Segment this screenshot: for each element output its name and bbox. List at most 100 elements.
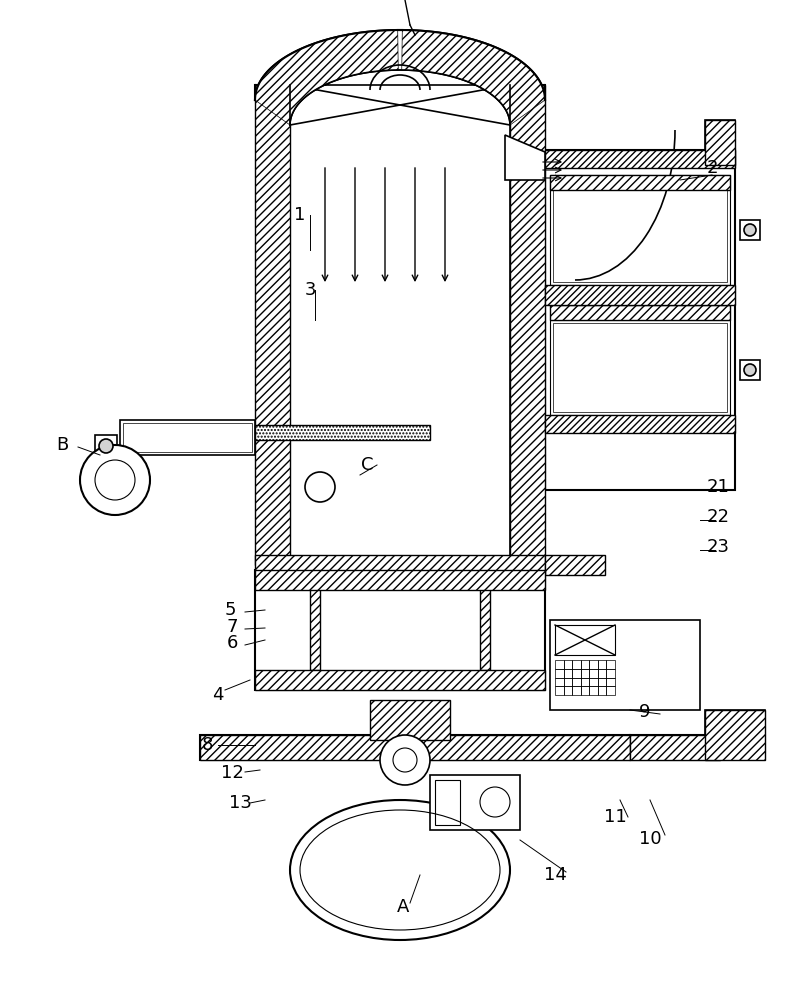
- Text: 13: 13: [228, 794, 252, 812]
- Bar: [589, 660, 598, 669]
- Bar: [510, 85, 545, 565]
- Bar: [310, 575, 350, 670]
- Bar: [290, 85, 510, 565]
- Text: A: A: [397, 898, 409, 916]
- Bar: [255, 85, 290, 565]
- Bar: [563, 686, 572, 695]
- Bar: [555, 678, 563, 686]
- Bar: [545, 415, 735, 433]
- Bar: [598, 686, 606, 695]
- Polygon shape: [402, 30, 545, 125]
- Bar: [550, 320, 730, 415]
- Bar: [598, 669, 606, 678]
- Bar: [589, 678, 598, 686]
- Circle shape: [744, 224, 756, 236]
- Bar: [550, 305, 730, 320]
- Bar: [563, 669, 572, 678]
- Circle shape: [305, 472, 335, 502]
- Bar: [555, 669, 563, 678]
- Bar: [545, 150, 735, 490]
- Bar: [255, 570, 545, 690]
- Circle shape: [80, 445, 150, 515]
- Circle shape: [744, 364, 756, 376]
- Bar: [123, 423, 252, 452]
- Bar: [598, 678, 606, 686]
- Text: 7: 7: [226, 618, 238, 636]
- Text: 3: 3: [304, 281, 316, 299]
- Polygon shape: [255, 30, 545, 100]
- Bar: [255, 555, 545, 575]
- Bar: [630, 735, 720, 760]
- Bar: [200, 735, 630, 760]
- Text: 23: 23: [706, 538, 730, 556]
- Bar: [545, 285, 735, 305]
- Bar: [480, 575, 490, 670]
- Text: B: B: [56, 436, 68, 454]
- Text: 10: 10: [638, 830, 661, 848]
- Bar: [255, 570, 545, 590]
- Text: 21: 21: [707, 478, 730, 496]
- Bar: [435, 780, 460, 825]
- Bar: [705, 710, 765, 760]
- Bar: [450, 575, 490, 670]
- Circle shape: [99, 439, 113, 453]
- Bar: [581, 678, 589, 686]
- Bar: [606, 686, 615, 695]
- Bar: [589, 669, 598, 678]
- Ellipse shape: [290, 800, 510, 940]
- Text: 14: 14: [544, 866, 567, 884]
- Bar: [563, 678, 572, 686]
- Bar: [598, 660, 606, 669]
- Bar: [606, 678, 615, 686]
- Text: 4: 4: [212, 686, 224, 704]
- Bar: [705, 120, 735, 165]
- Bar: [581, 660, 589, 669]
- Bar: [589, 686, 598, 695]
- Bar: [550, 620, 700, 710]
- Bar: [705, 120, 735, 165]
- Bar: [553, 178, 727, 282]
- Bar: [630, 735, 720, 760]
- Text: 6: 6: [226, 634, 238, 652]
- Bar: [572, 669, 581, 678]
- Circle shape: [380, 735, 430, 785]
- Bar: [581, 686, 589, 695]
- Bar: [740, 360, 760, 380]
- Bar: [430, 775, 520, 830]
- Bar: [572, 686, 581, 695]
- Polygon shape: [290, 70, 510, 125]
- Bar: [705, 710, 765, 760]
- Bar: [740, 220, 760, 240]
- Text: 12: 12: [220, 764, 244, 782]
- Text: 8: 8: [201, 736, 213, 754]
- Bar: [255, 425, 430, 440]
- Polygon shape: [255, 30, 399, 125]
- Text: 1: 1: [295, 206, 306, 224]
- Text: 22: 22: [706, 508, 730, 526]
- Bar: [572, 660, 581, 669]
- Bar: [200, 735, 630, 760]
- Text: C: C: [361, 456, 374, 474]
- Bar: [370, 700, 450, 740]
- Bar: [550, 175, 730, 285]
- Text: 11: 11: [604, 808, 626, 826]
- Bar: [310, 575, 320, 670]
- Text: 9: 9: [639, 703, 650, 721]
- Bar: [555, 660, 563, 669]
- Bar: [555, 625, 615, 655]
- Bar: [572, 678, 581, 686]
- Bar: [555, 686, 563, 695]
- Bar: [95, 435, 117, 457]
- Bar: [545, 150, 735, 168]
- Bar: [255, 670, 545, 690]
- Bar: [581, 669, 589, 678]
- Bar: [563, 660, 572, 669]
- Bar: [545, 555, 605, 575]
- Bar: [550, 175, 730, 190]
- Bar: [606, 669, 615, 678]
- Text: 2: 2: [706, 159, 717, 177]
- Bar: [120, 420, 255, 455]
- Bar: [606, 660, 615, 669]
- Bar: [553, 323, 727, 412]
- Polygon shape: [505, 135, 545, 180]
